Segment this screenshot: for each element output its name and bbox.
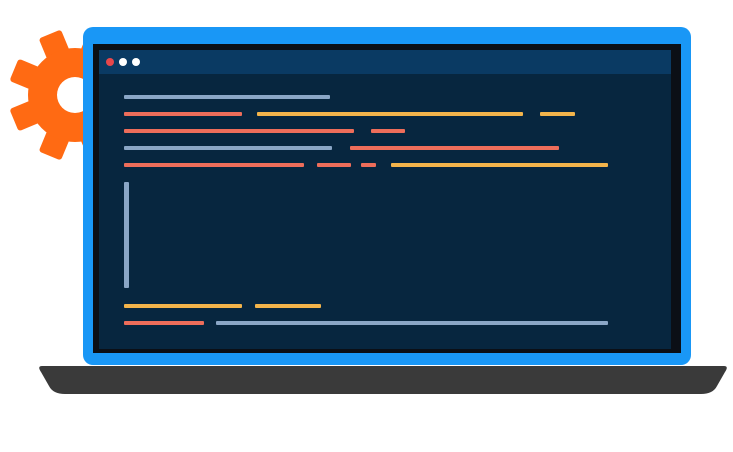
code-line: [124, 304, 242, 308]
code-line: [350, 146, 559, 150]
code-line: [391, 163, 608, 167]
window-titlebar: [99, 50, 671, 74]
code-line: [216, 321, 608, 325]
maximize-dot-icon[interactable]: [132, 58, 140, 66]
laptop-lid: [83, 27, 691, 365]
code-line: [124, 146, 332, 150]
text-cursor: [124, 182, 129, 288]
code-line: [124, 129, 354, 133]
screen-bezel: [93, 44, 681, 353]
minimize-dot-icon[interactable]: [119, 58, 127, 66]
code-line: [371, 129, 405, 133]
code-editor-screen: [99, 50, 671, 349]
code-line: [124, 321, 204, 325]
code-line: [257, 112, 523, 116]
code-line: [317, 163, 351, 167]
code-line: [124, 163, 304, 167]
code-line: [361, 163, 376, 167]
code-line: [124, 95, 330, 99]
close-dot-icon[interactable]: [106, 58, 114, 66]
code-line: [255, 304, 321, 308]
code-line: [124, 112, 242, 116]
code-line: [540, 112, 575, 116]
laptop-base: [39, 366, 727, 394]
